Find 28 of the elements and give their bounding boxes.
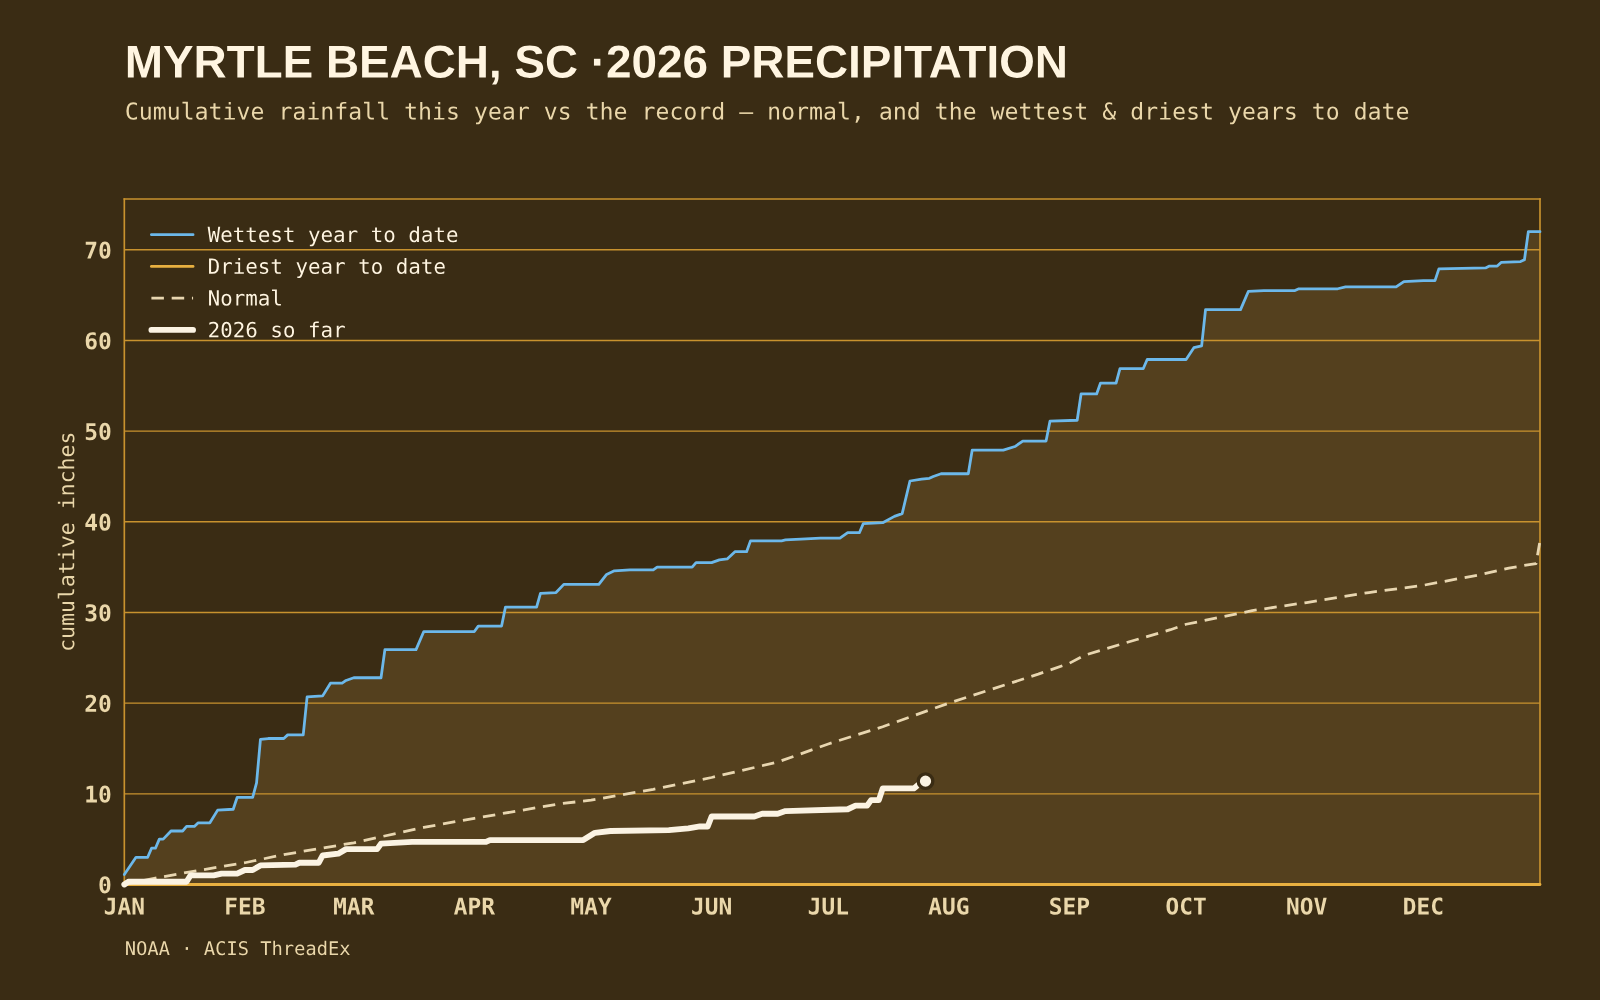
y-tick-label: 50 [85, 422, 111, 441]
x-tick-label: JUL [808, 897, 849, 915]
y-tick-label: 20 [85, 694, 111, 713]
y-tick-label: 40 [85, 513, 111, 531]
legend-label: Wettest year to date [207, 226, 458, 247]
y-axis-title: cumulative inches [57, 433, 75, 650]
x-tick-label: JUN [692, 897, 731, 915]
x-tick-label: NOV [1287, 897, 1327, 915]
y-tick-label: 0 [99, 876, 111, 894]
x-tick-label: SEP [1050, 897, 1090, 915]
x-tick-label: FEB [226, 897, 265, 915]
x-tick-label: MAY [571, 897, 612, 915]
x-tick-label: JAN [104, 897, 144, 915]
x-tick-label: DEC [1404, 897, 1443, 915]
legend-label: Normal [209, 289, 281, 306]
x-tick-label: MAR [334, 897, 375, 915]
text: NOAA · ACIS ThreadEx [126, 940, 350, 956]
x-tick-label: OCT [1166, 897, 1206, 915]
x-tick-label: APR [454, 897, 496, 915]
legend-label: 2026 so far [209, 321, 345, 338]
chart-subtitle: Cumulative rainfall this year vs the record — normal, and the wettest & driest years to date [126, 101, 1409, 125]
y-tick-label: 60 [85, 332, 111, 350]
legend-label: Driest year to date [209, 257, 445, 279]
y-tick-label: 30 [85, 604, 111, 622]
x-tick-label: AUG [928, 897, 969, 915]
y-tick-label: 70 [85, 241, 111, 259]
y-tick-label: 10 [86, 785, 111, 803]
chart-title: MYRTLE BEACH, SC ·2026 PRECIPITATION [127, 45, 1065, 85]
